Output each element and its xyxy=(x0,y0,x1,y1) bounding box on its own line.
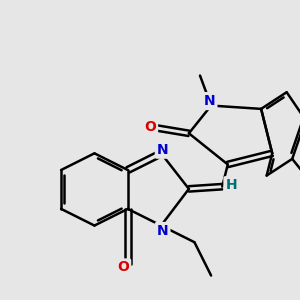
Text: N: N xyxy=(204,94,215,108)
Text: N: N xyxy=(157,143,168,157)
Text: O: O xyxy=(117,260,129,274)
Text: H: H xyxy=(225,178,237,192)
Text: N: N xyxy=(157,224,168,238)
Text: O: O xyxy=(144,120,156,134)
